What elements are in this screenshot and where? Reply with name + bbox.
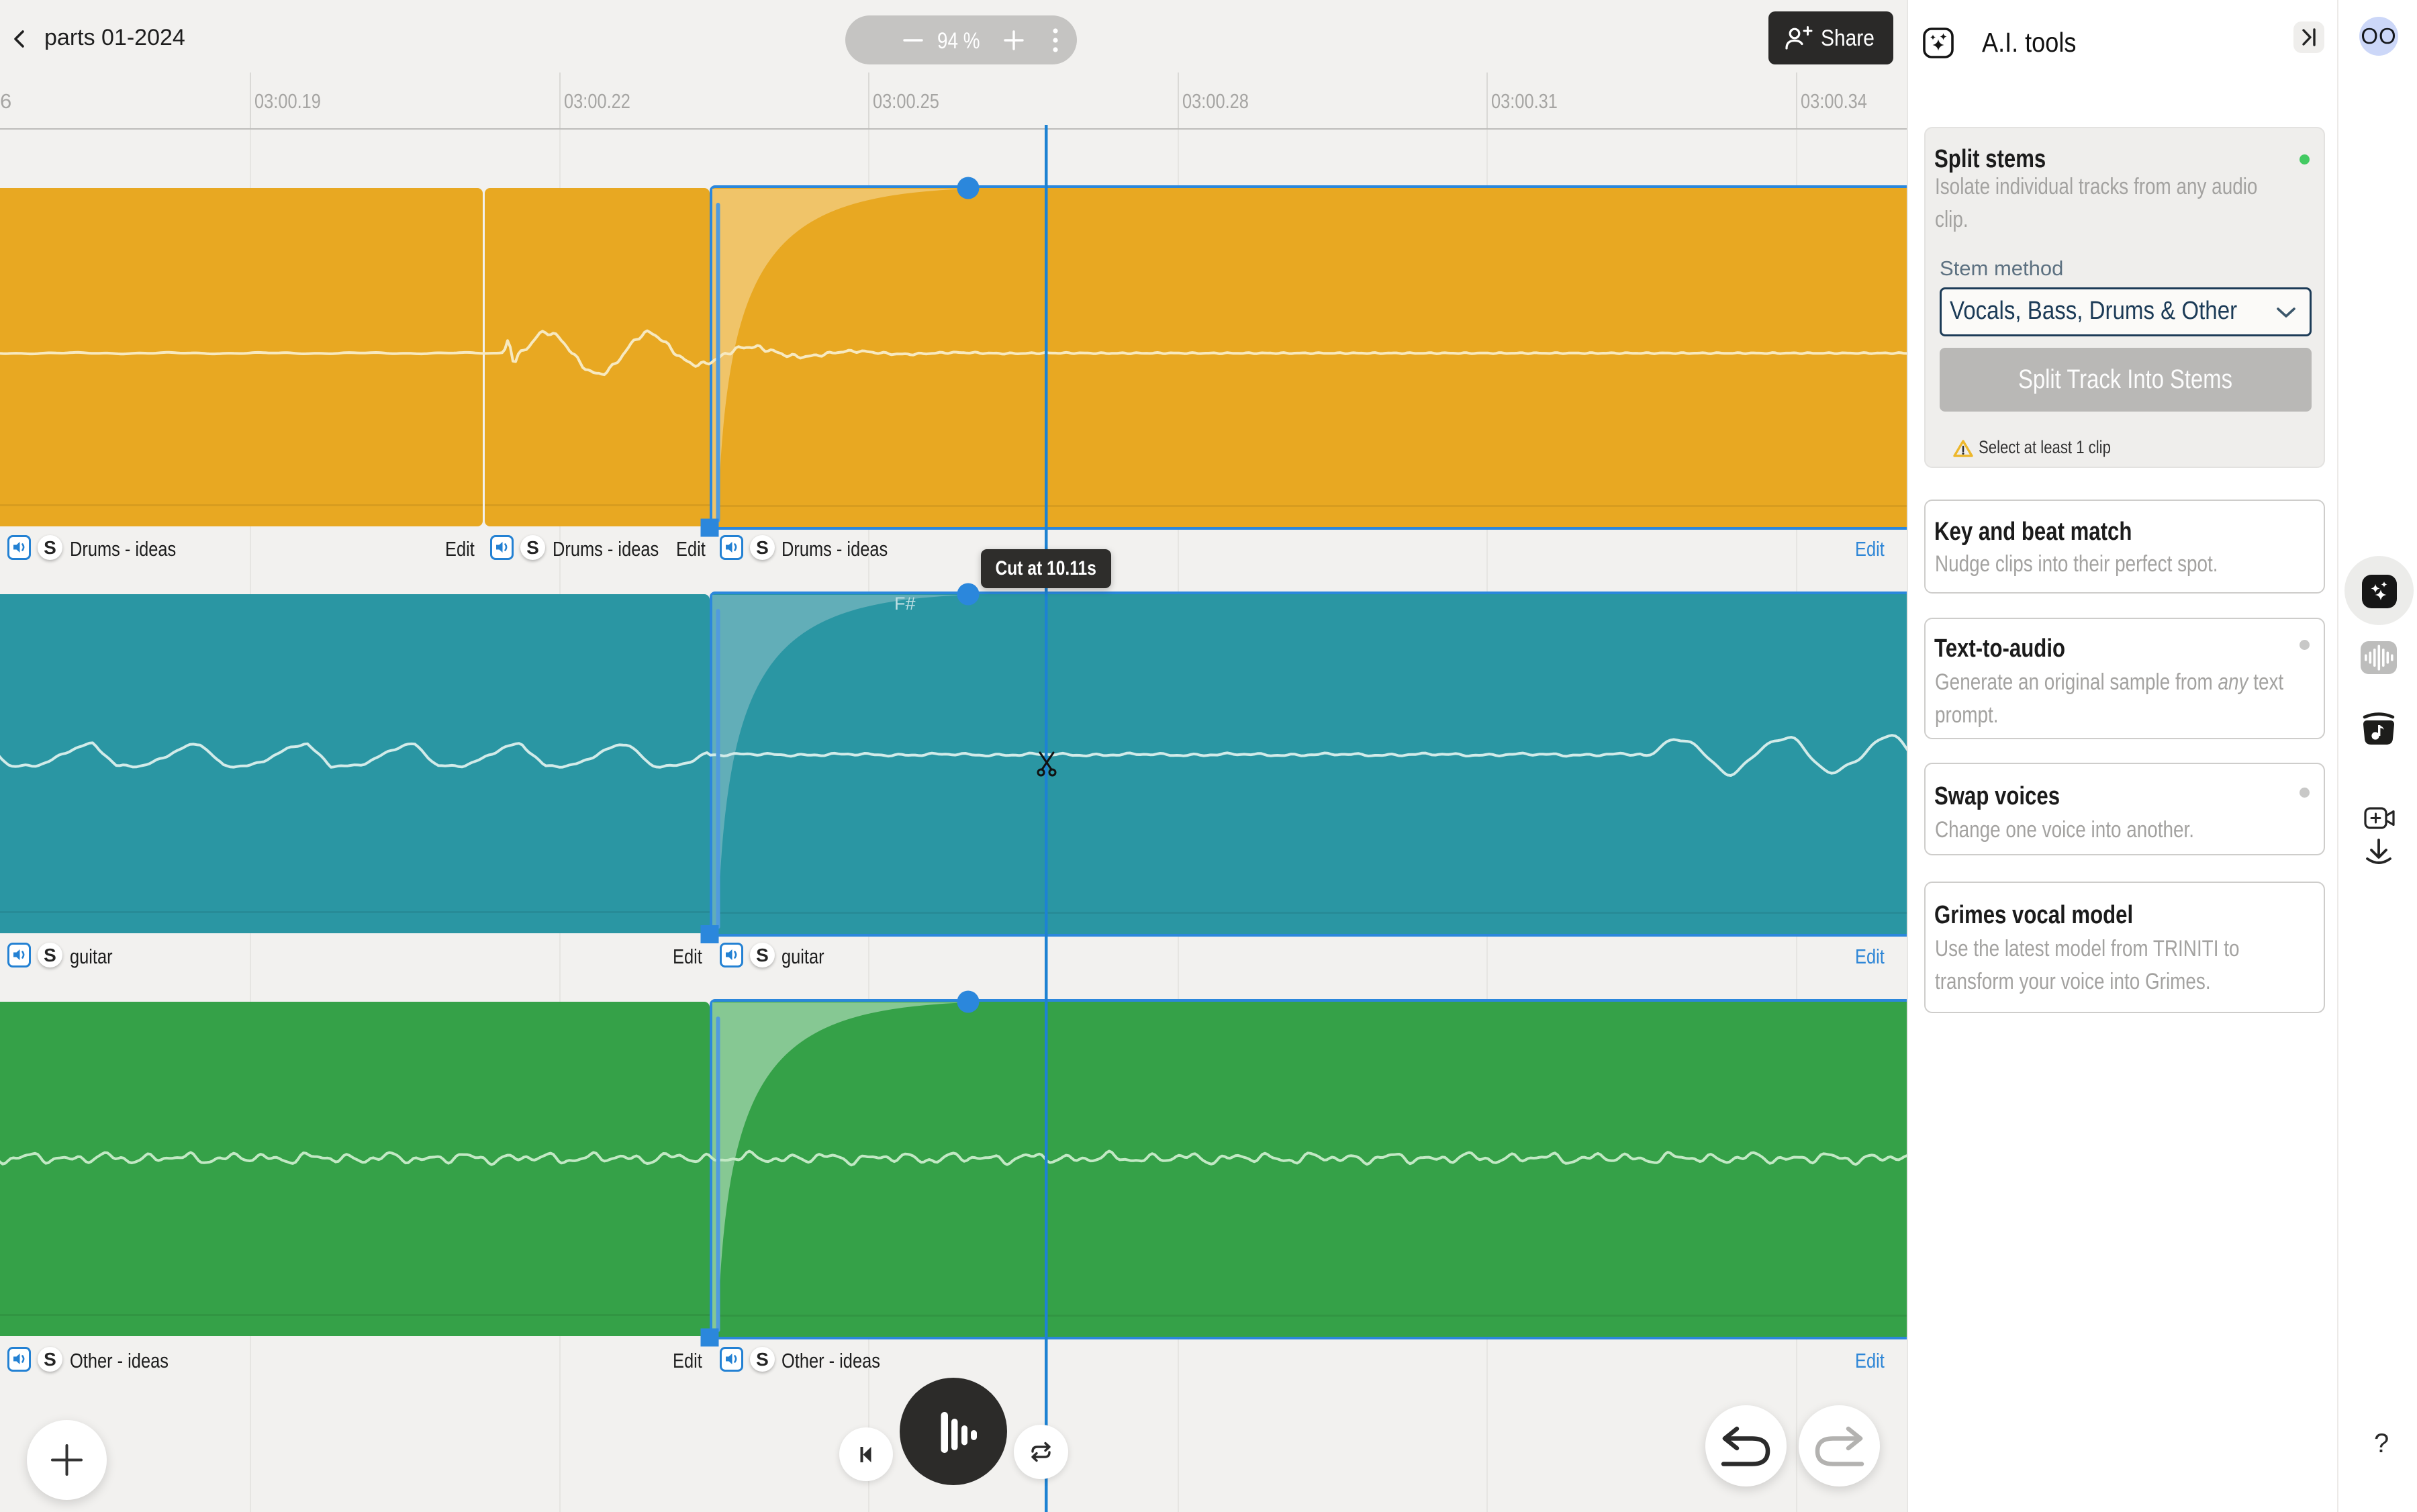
svg-text:F#: F# xyxy=(894,594,916,614)
